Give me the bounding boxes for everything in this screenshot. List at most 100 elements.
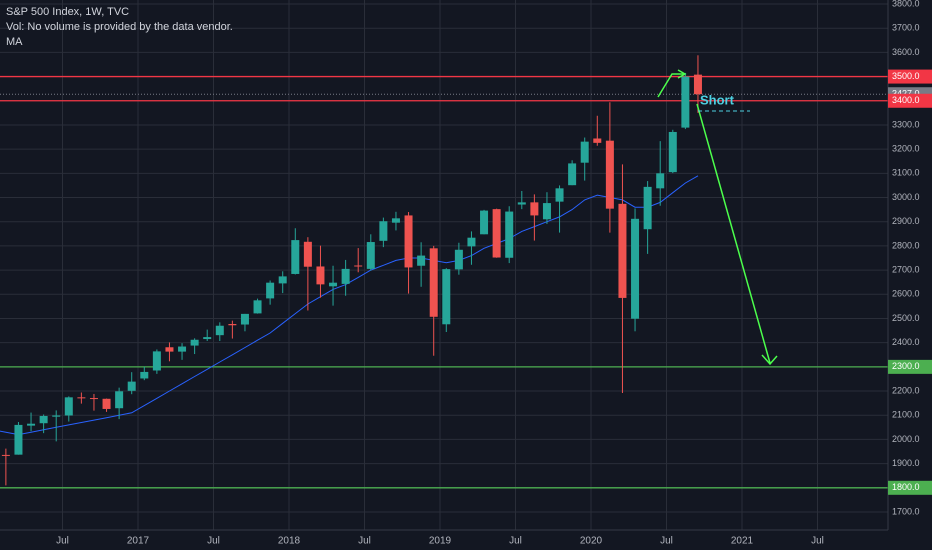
level-box [888, 480, 932, 495]
candle-body [618, 203, 627, 298]
y-tick-label: 2600.0 [892, 289, 920, 299]
candle-body [391, 218, 400, 223]
candle-body [379, 221, 388, 241]
candle-body [240, 313, 249, 325]
candle-body [656, 173, 665, 189]
y-tick-label: 1900.0 [892, 458, 920, 468]
candle-body [102, 398, 111, 409]
y-tick-label: 2500.0 [892, 313, 920, 323]
y-tick-label: 3000.0 [892, 192, 920, 202]
candle-body [568, 163, 577, 186]
candle-body [64, 397, 73, 416]
candle-body [14, 424, 23, 455]
y-tick-label: 1700.0 [892, 506, 920, 516]
candle-body [668, 131, 677, 173]
x-tick-label: Jul [660, 536, 673, 547]
y-tick-label: 3100.0 [892, 168, 920, 178]
level-label: 1800.0 [892, 482, 920, 492]
x-tick-label: 2020 [580, 536, 603, 547]
candle-body [442, 269, 451, 325]
chart-subtitle: Vol: No volume is provided by the data v… [6, 21, 233, 33]
level-label: 3500.0 [892, 71, 920, 81]
x-tick-label: Jul [207, 536, 220, 547]
candle-body [631, 218, 640, 319]
candle-body [417, 255, 426, 266]
candle-body [366, 242, 375, 269]
x-tick-label: 2017 [127, 536, 150, 547]
candle-body [693, 74, 702, 95]
candle-body [643, 186, 652, 230]
candle-body [89, 398, 98, 400]
candle-body [593, 138, 602, 143]
candle-body [316, 266, 325, 285]
candle-body [404, 215, 413, 268]
arrow-up [657, 73, 684, 98]
y-tick-label: 2900.0 [892, 216, 920, 226]
x-tick-label: Jul [509, 536, 522, 547]
candle-body [140, 371, 149, 379]
x-tick-label: Jul [358, 536, 371, 547]
candle-body [152, 351, 161, 371]
candle-body [454, 249, 463, 270]
candle-body [303, 241, 312, 267]
candle-body [27, 423, 36, 426]
candle-body [291, 240, 300, 274]
candle-body [542, 203, 551, 220]
arrow-down [696, 103, 771, 364]
candle-body [190, 339, 199, 346]
candle-body [278, 276, 287, 284]
last-price-label: 3427.0 [892, 89, 920, 99]
levels [0, 75, 888, 489]
candle-body [127, 381, 136, 391]
candles [1, 55, 702, 486]
candle-body [505, 211, 514, 258]
candle-body [203, 337, 212, 340]
candle-body [492, 209, 501, 258]
x-tick-label: 2019 [429, 536, 452, 547]
candle-body [165, 347, 174, 352]
y-tick-label: 2700.0 [892, 264, 920, 274]
y-tick-label: 2800.0 [892, 240, 920, 250]
y-tick-label: 3800.0 [892, 0, 920, 8]
candle-body [605, 140, 614, 209]
x-tick-label: 2018 [278, 536, 301, 547]
y-tick-label: 2100.0 [892, 410, 920, 420]
axis-labels: 1700.0 1800.0 1900.0 2000.0 2100.0 2200.0 2300… [56, 0, 932, 547]
candle-body [341, 268, 350, 284]
level-box [888, 359, 932, 374]
y-tick-label: 3300.0 [892, 119, 920, 129]
candle-body [77, 397, 86, 399]
x-tick-label: 2021 [731, 536, 754, 547]
arrow-down-head [761, 354, 778, 366]
x-tick-label: Jul [811, 536, 824, 547]
y-tick-label: 3200.0 [892, 144, 920, 154]
chart-title: S&P 500 Index, 1W, TVC [6, 6, 129, 18]
candle-body [530, 202, 539, 216]
candle-body [555, 188, 564, 202]
y-tick-label: 3600.0 [892, 47, 920, 57]
y-tick-label: 3700.0 [892, 23, 920, 33]
x-tick-label: Jul [56, 536, 69, 547]
candle-body [1, 454, 10, 456]
candle-body [517, 202, 526, 205]
candle-body [429, 248, 438, 317]
y-tick-label: 2000.0 [892, 434, 920, 444]
candle-body [178, 346, 187, 352]
candle-body [52, 415, 61, 417]
candle-body [329, 282, 338, 287]
candle-body [467, 237, 476, 247]
arrow-up-head [677, 69, 687, 79]
candle-body [580, 141, 589, 163]
candle-body [681, 76, 690, 128]
candle-body [215, 325, 224, 336]
annotation: Short [700, 92, 735, 107]
candle-body [480, 210, 489, 235]
candle-body [253, 300, 262, 314]
candle-body [115, 391, 124, 409]
level-box [888, 69, 932, 84]
candle-body [228, 324, 237, 326]
candle-body [39, 415, 48, 424]
candle-body [354, 265, 363, 267]
